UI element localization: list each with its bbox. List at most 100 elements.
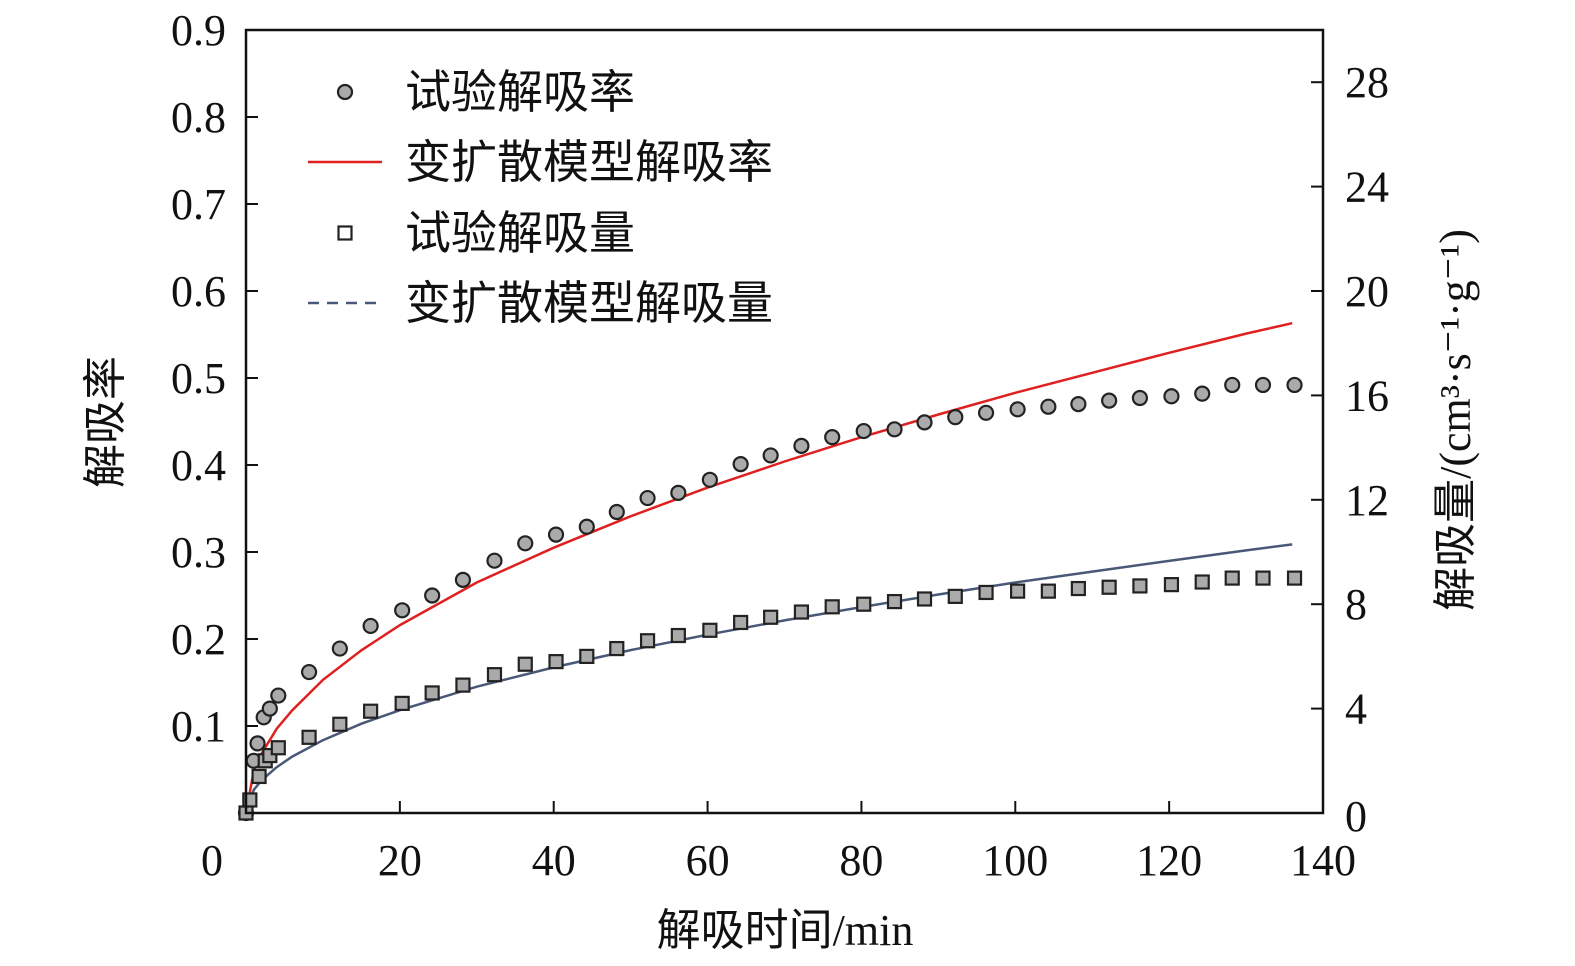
x-tick-label: 60 — [686, 836, 730, 885]
data-point-square — [763, 609, 779, 625]
x-tick-label: 140 — [1290, 836, 1356, 885]
data-point-circle — [517, 535, 534, 552]
data-point-square — [733, 614, 749, 631]
data-point-square — [1009, 583, 1026, 599]
x-tick-label: 40 — [532, 836, 576, 885]
data-point-square — [1132, 578, 1148, 594]
data-point-square — [1255, 570, 1271, 586]
y-right-tick-label: 20 — [1345, 267, 1389, 316]
y-right-tick-label: 4 — [1345, 685, 1367, 734]
data-point-square — [424, 685, 440, 701]
data-point-circle — [249, 735, 266, 752]
data-point-circle — [331, 640, 348, 657]
y-right-tick-label: 16 — [1345, 371, 1389, 420]
x-tick-label: 0 — [201, 836, 223, 885]
data-point-circle — [300, 663, 318, 681]
data-point-square — [548, 654, 564, 670]
y-left-axis-label: 解吸率 — [81, 356, 130, 488]
data-point-circle — [394, 602, 411, 619]
data-point-circle — [608, 503, 625, 521]
data-point-square — [856, 596, 872, 612]
data-point-circle — [424, 587, 441, 604]
data-point-square — [251, 768, 267, 785]
data-point-circle — [1040, 398, 1057, 415]
data-point-square — [517, 656, 533, 672]
y-left-tick-label: 0.2 — [171, 615, 226, 664]
legend-label: 变扩散模型解吸量 — [405, 278, 773, 329]
data-point-circle — [486, 552, 503, 569]
data-point-circle — [947, 409, 964, 426]
y-left-tick-label: 0.6 — [171, 267, 226, 316]
data-point-circle — [454, 571, 472, 588]
data-point-square — [824, 599, 840, 615]
data-point-square — [916, 591, 933, 607]
y-left-tick-label: 0.9 — [171, 6, 226, 55]
data-point-circle — [1163, 388, 1180, 405]
data-point-circle — [1194, 385, 1211, 402]
data-point-square — [639, 633, 656, 649]
data-point-circle — [701, 471, 718, 488]
data-point-square — [670, 627, 686, 644]
y-left-tick-label: 0.4 — [171, 441, 226, 490]
data-point-circle — [1101, 392, 1118, 409]
data-point-square — [486, 667, 503, 683]
y-left-tick-label: 0.8 — [171, 93, 226, 142]
data-point-circle — [855, 422, 872, 440]
data-point-circle — [261, 700, 278, 717]
data-point-circle — [670, 484, 687, 501]
y-right-tick-label: 12 — [1345, 476, 1389, 525]
data-point-square — [886, 593, 903, 610]
data-point-circle — [547, 526, 565, 543]
y-right-tick-label: 8 — [1345, 580, 1367, 629]
x-tick-label: 120 — [1136, 836, 1202, 885]
data-point-square — [947, 588, 963, 604]
data-point-circle — [1224, 376, 1241, 394]
data-point-square — [1163, 577, 1180, 593]
y-left-tick-label: 0.5 — [171, 354, 226, 403]
data-point-square — [793, 604, 810, 620]
data-point-square — [702, 622, 718, 638]
data-point-square — [1286, 570, 1303, 586]
data-point-circle — [977, 404, 995, 421]
data-point-square — [1101, 579, 1117, 595]
data-point-circle — [1131, 389, 1149, 407]
data-point-circle — [1286, 376, 1303, 394]
data-point-square — [394, 695, 410, 711]
y-right-tick-label: 0 — [1345, 792, 1367, 841]
data-point-square — [1040, 583, 1056, 599]
legend-item: 试验解吸率 — [336, 67, 635, 118]
data-point-circle — [1254, 376, 1272, 394]
data-point-circle — [1009, 401, 1026, 418]
data-point-circle — [578, 518, 595, 535]
legend-label: 试验解吸量 — [405, 208, 635, 259]
data-point-square — [363, 703, 379, 719]
data-point-square — [332, 716, 348, 732]
y-right-tick-label: 24 — [1345, 163, 1389, 212]
legend-label: 变扩散模型解吸率 — [405, 137, 773, 188]
data-point-circle — [732, 456, 749, 473]
y-left-tick-label: 0.3 — [171, 528, 226, 577]
data-point-circle — [1070, 396, 1087, 413]
data-point-circle — [886, 421, 903, 438]
y-right-tick-label: 28 — [1345, 58, 1389, 107]
x-tick-label: 100 — [982, 836, 1048, 885]
data-point-circle — [793, 437, 810, 454]
x-tick-label: 80 — [839, 836, 883, 885]
data-point-square — [301, 729, 317, 745]
plot-frame — [244, 28, 1325, 815]
data-point-square — [1194, 574, 1210, 590]
data-point-circle — [916, 414, 933, 431]
data-point-square — [1224, 570, 1240, 586]
data-point-circle — [362, 617, 379, 635]
data-point-square — [978, 584, 994, 601]
data-point-square — [1070, 580, 1086, 597]
legend-label: 试验解吸率 — [405, 67, 635, 118]
x-tick-label: 20 — [378, 836, 422, 885]
data-point-square — [270, 740, 286, 756]
data-point-circle — [270, 687, 287, 704]
legend-item: 变扩散模型解吸量 — [308, 278, 773, 329]
y-left-tick-label: 0.1 — [171, 702, 226, 751]
data-point-circle — [639, 489, 656, 507]
y-right-axis-label: 解吸量/(cm³·s⁻¹·g⁻¹) — [1431, 229, 1480, 611]
